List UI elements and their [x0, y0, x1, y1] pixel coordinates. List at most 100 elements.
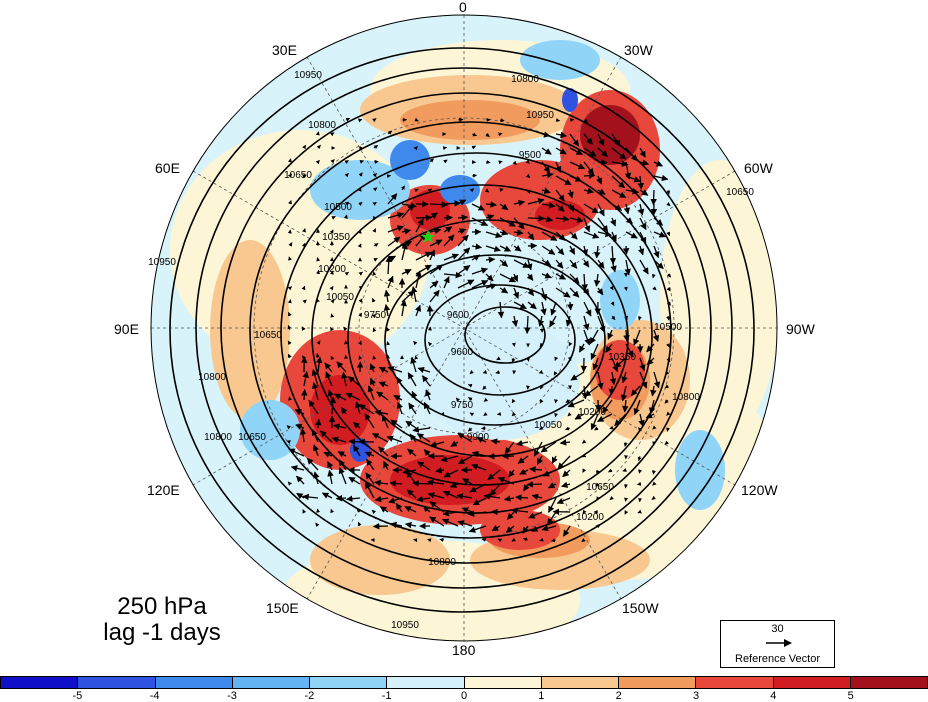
wind-vector [623, 483, 628, 489]
wind-vector [541, 187, 551, 194]
wind-vector [562, 525, 571, 537]
wind-vector [567, 399, 585, 408]
wind-vector [301, 285, 306, 291]
wind-vector [664, 384, 670, 389]
wind-vector [316, 257, 321, 262]
wind-vector [443, 490, 459, 499]
wind-vector [443, 234, 455, 247]
wind-vector [666, 315, 671, 321]
wind-vector [541, 231, 558, 241]
wind-vector [457, 264, 471, 275]
wind-vector [651, 495, 656, 500]
wind-vector [565, 398, 571, 403]
wind-vector [611, 133, 621, 147]
wind-vector [510, 507, 529, 514]
wind-vector [581, 439, 587, 444]
wind-vector [666, 231, 671, 237]
wind-vector [457, 455, 473, 465]
wind-vector [423, 401, 431, 415]
wind-vector [415, 251, 433, 261]
wind-vector [429, 441, 445, 448]
wind-vector [646, 357, 655, 366]
wind-vector [633, 329, 641, 346]
wind-vector [555, 215, 570, 223]
lon-label-60e: 60E [155, 160, 180, 176]
wind-vector [323, 451, 333, 458]
wind-vector [596, 287, 604, 296]
wind-vector [568, 245, 576, 255]
wind-vector [487, 452, 501, 460]
wind-vector [622, 399, 629, 413]
wind-vector [287, 481, 292, 486]
wind-vector [540, 384, 544, 390]
wind-vector [414, 117, 419, 122]
wind-vector [499, 217, 516, 227]
wind-vector [533, 441, 543, 457]
wind-vector [625, 147, 638, 162]
wind-vector [483, 411, 488, 417]
wind-vector [301, 326, 306, 331]
wind-vector [371, 509, 377, 515]
wind-vector [457, 228, 467, 235]
wind-vector [498, 160, 503, 165]
wind-vector [527, 287, 535, 297]
wind-vector [666, 189, 671, 195]
wind-vector [583, 161, 595, 175]
wind-vector [316, 298, 320, 303]
wind-vector [471, 280, 489, 289]
contour-label: 9500 [519, 150, 542, 161]
wind-vector [610, 217, 617, 227]
wind-vector [623, 203, 631, 215]
wind-vector [372, 228, 376, 233]
colorbar-cell [773, 677, 851, 688]
wind-vector [359, 160, 364, 164]
wind-vector [404, 521, 417, 529]
wind-vector [497, 538, 503, 543]
wind-vectors [286, 117, 672, 543]
wind-vector [354, 401, 362, 415]
wind-vector [499, 286, 509, 294]
wind-vector [548, 497, 557, 513]
wind-vector [653, 174, 669, 182]
wind-vector [383, 289, 391, 303]
colorbar-cell [464, 677, 542, 688]
wind-vector [468, 525, 487, 533]
wind-vector [288, 448, 305, 457]
wind-vector [457, 432, 473, 443]
wind-vector [581, 453, 587, 458]
wind-vector [471, 145, 477, 150]
wind-vector [428, 341, 433, 347]
wind-vector [562, 469, 571, 478]
wind-vector [566, 301, 574, 311]
wind-vector [623, 286, 628, 291]
wind-vector [569, 147, 583, 156]
wind-vector [467, 427, 473, 432]
wind-vector [443, 469, 459, 478]
wind-vector [425, 389, 432, 401]
wind-vector [620, 385, 628, 402]
wind-vector [623, 441, 628, 447]
contour-label: 10650 [254, 330, 282, 341]
wind-vector [593, 273, 601, 287]
wind-vector [597, 217, 609, 233]
wind-vector [625, 188, 640, 195]
wind-vector [555, 273, 567, 280]
wind-vector [583, 315, 590, 331]
wind-vector [541, 525, 557, 532]
wind-vector [624, 497, 629, 502]
wind-vector [286, 440, 291, 444]
wind-vector [541, 171, 554, 179]
wind-vector [396, 376, 403, 387]
wind-vector [499, 245, 512, 252]
wind-vector [630, 385, 641, 396]
wind-vector [666, 343, 670, 348]
wind-vector [541, 245, 556, 255]
wind-vector [555, 175, 572, 186]
wind-vector [457, 234, 469, 247]
wind-vector [607, 329, 614, 340]
wind-vector [345, 495, 361, 502]
wind-vector [443, 214, 453, 222]
contour-label: 10350 [322, 232, 350, 243]
wind-vector [357, 118, 363, 123]
wind-vector [491, 524, 501, 532]
